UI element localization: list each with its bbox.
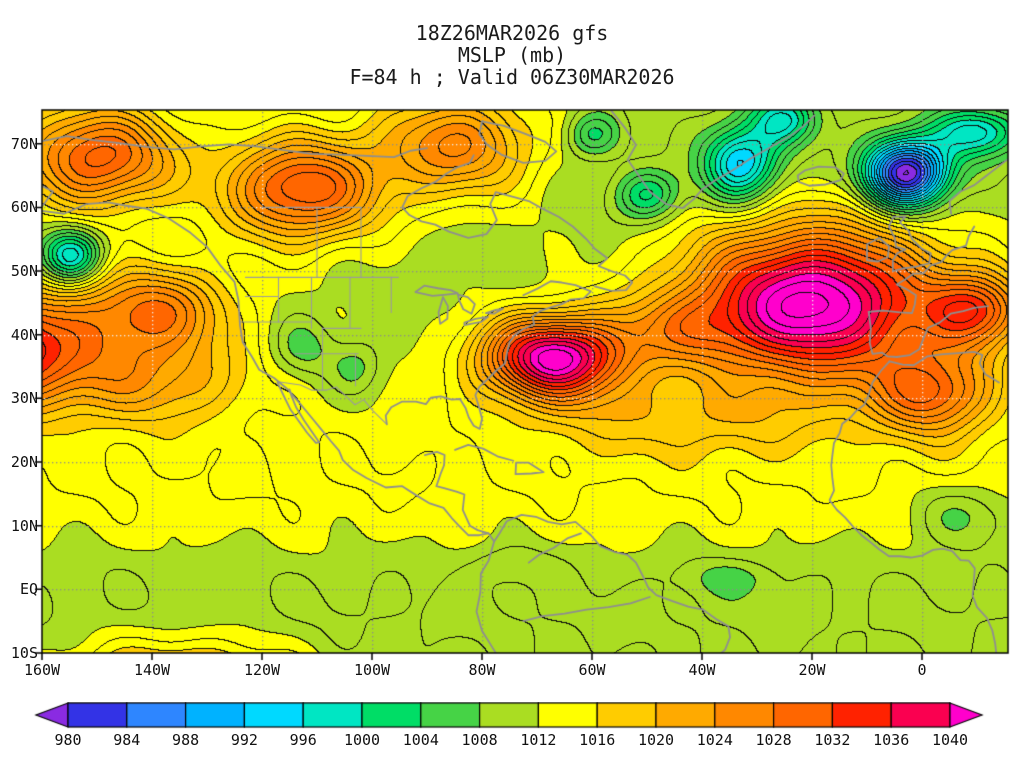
lon-tick-label: 40W [688,661,716,679]
chart-title-block: 18Z26MAR2026 gfs MSLP (mb) F=84 h ; Vali… [0,22,1024,88]
lon-tick-label: 140W [133,661,171,679]
lat-tick-label: 70N [10,134,38,153]
colorbar-tick-label: 984 [113,731,141,749]
colorbar-tick-label: 1012 [520,731,557,749]
chart-title-variable: MSLP (mb) [457,43,567,67]
colorbar-tick-label: 1024 [696,731,733,749]
mslp-contour-map-canvas [30,104,1016,664]
lon-tick-label: 80W [468,661,496,679]
colorbar-tick-label: 1032 [814,731,851,749]
lat-tick-label: 30N [10,389,38,408]
colorbar-canvas [0,702,1024,736]
lat-tick-label: 40N [10,325,38,344]
lon-tick-label: 120W [243,661,281,679]
lon-tick-label: 60W [578,661,606,679]
lat-tick-label: 10S [10,644,38,662]
colorbar-tick-label: 1036 [873,731,910,749]
lat-tick-label: EQ [19,580,38,599]
lon-tick-label: 100W [353,661,391,679]
colorbar-tick-label: 1028 [755,731,792,749]
colorbar-tick-label: 1016 [579,731,616,749]
colorbar-tick-label: 992 [230,731,258,749]
lat-tick-label: 20N [10,453,38,472]
colorbar-tick-label: 1004 [402,731,439,749]
colorbar-tick-label: 1000 [343,731,381,749]
lon-tick-label: 0 [917,661,927,679]
colorbar-tick-label: 980 [54,731,82,749]
lat-tick-label: 50N [10,262,38,281]
colorbar-tick-label: 1040 [931,731,969,749]
lat-tick-label: 60N [10,198,38,217]
chart-title-valid: F=84 h ; Valid 06Z30MAR2026 [349,65,675,89]
colorbar-tick-label: 1008 [461,731,498,749]
lat-tick-label: 10N [10,516,38,535]
colorbar-tick-label: 1020 [637,731,675,749]
lon-tick-label: 20W [798,661,826,679]
colorbar-tick-label: 988 [172,731,200,749]
chart-title-init: 18Z26MAR2026 gfs [415,21,609,45]
colorbar-tick-label: 996 [289,731,317,749]
lon-tick-label: 160W [23,661,61,679]
